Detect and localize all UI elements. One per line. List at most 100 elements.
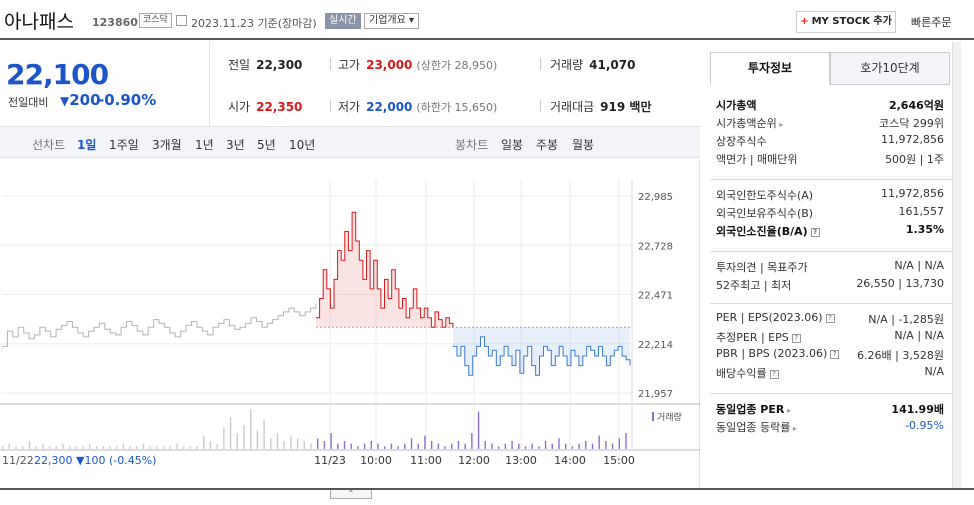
tab-1d[interactable]: 1일 <box>77 138 97 152</box>
volume-bar <box>95 446 98 449</box>
volume-bar <box>618 438 620 449</box>
chevron-right-icon: ▸ <box>776 120 784 129</box>
volume-bar <box>484 441 486 449</box>
volume-bar <box>444 446 446 449</box>
volume-bar <box>263 419 265 449</box>
volume-bar <box>598 435 600 449</box>
volume-bar <box>182 446 185 449</box>
volume-bar <box>524 446 527 449</box>
help-icon[interactable]: ? <box>769 369 779 379</box>
volume-bar <box>310 443 312 449</box>
help-icon[interactable]: ? <box>810 227 820 237</box>
volume-bar <box>343 441 346 449</box>
stat-high: 고가 23,000 (상한가 28,950) <box>338 56 497 73</box>
info-value: 161,557 <box>898 205 945 218</box>
stat-amount-value: 919 백만 <box>600 100 652 114</box>
stock-name: 아나패스 <box>4 11 74 33</box>
intraday-chart[interactable]: 22,985 22,728 22,471 22,214 21,957 거래량 11/23 10… <box>0 159 700 489</box>
volume-bar <box>156 446 158 449</box>
volume-bar <box>270 438 272 449</box>
stat-open: 시가 22,350 <box>228 98 302 115</box>
info-key: 동일업종 등락률 ▸ <box>716 421 797 434</box>
prev-day-close: 22,300 ▼100 (-0.45%) <box>34 454 156 467</box>
volume-bar <box>504 443 507 449</box>
side-tabs: 투자정보 호가10단계 <box>710 52 956 85</box>
stat-volume-label: 거래량 <box>550 58 584 72</box>
volume-bar <box>216 443 218 449</box>
volume-bar <box>571 446 574 449</box>
info-row: 투자의견 | 목표주가 N/A | N/A <box>716 259 944 277</box>
volume-bar <box>69 446 71 449</box>
volume-bar <box>296 438 299 449</box>
chevron-down-icon: ▾ <box>409 15 415 26</box>
corp-overview-dropdown[interactable]: 기업개요 ▾ <box>364 13 420 29</box>
side-scrollbar[interactable] <box>952 42 961 488</box>
volume-bar <box>491 443 493 449</box>
help-icon[interactable]: ? <box>825 313 835 323</box>
volume-bar <box>377 443 379 449</box>
volume-bar <box>303 441 305 449</box>
quick-order-link[interactable]: 빠른주문 <box>911 16 952 29</box>
info-value: N/A <box>924 365 944 378</box>
tab-1w[interactable]: 1주일 <box>109 138 139 152</box>
realtime-button[interactable]: 실시간 <box>325 13 361 29</box>
stat-open-label: 시가 <box>228 100 251 114</box>
down-line-area <box>453 327 630 376</box>
down-line <box>453 336 631 376</box>
info-value: 6.26배 | 3,528원 <box>857 349 944 362</box>
volume-bar <box>283 441 285 449</box>
calendar-icon <box>176 15 187 26</box>
volume-bar <box>122 443 125 449</box>
expand-chart-button[interactable]: ⌃ <box>330 490 372 499</box>
price-stats: 전일 22,300 고가 23,000 (상한가 28,950) 거래량 41,070 … <box>210 42 700 126</box>
x-tick-label: 13:00 <box>505 454 537 467</box>
investment-info-panel: 투자정보 호가10단계 시가총액 2,646억원 시가총액순위 ▸ 코스닥 299위 상… <box>702 42 960 488</box>
volume-bar <box>189 446 192 449</box>
info-value: 500원 | 1주 <box>885 153 944 166</box>
tab-3y[interactable]: 3년 <box>226 138 245 152</box>
volume-bar <box>551 443 553 449</box>
info-value: 11,972,856 <box>881 187 944 200</box>
stat-high-label: 고가 <box>338 58 361 72</box>
volume-bar <box>518 443 520 449</box>
tab-1y[interactable]: 1년 <box>195 138 214 152</box>
volume-bar <box>497 446 500 449</box>
volume-bar <box>511 441 513 449</box>
stat-prev: 전일 22,300 <box>228 56 302 73</box>
volume-bar <box>404 443 406 449</box>
volume-bar <box>75 446 78 449</box>
info-key: 외국인소진율(B/A)? <box>716 223 820 239</box>
tab-invest-info[interactable]: 투자정보 <box>710 52 830 85</box>
info-row: PBR | BPS (2023.06)? 6.26배 | 3,528원 <box>716 347 944 365</box>
mystock-add-button[interactable]: + MY STOCK 추가 <box>796 11 896 33</box>
tab-monthly[interactable]: 월봉 <box>572 138 595 152</box>
chart-svg: 22,985 22,728 22,471 22,214 21,957 거래량 11/23 10… <box>0 159 700 467</box>
tab-weekly[interactable]: 주봉 <box>536 138 559 152</box>
help-icon[interactable]: ? <box>791 333 801 343</box>
info-key: 시가총액 <box>716 99 757 112</box>
info-key: 추정PER | EPS? <box>716 329 801 345</box>
volume-bar <box>417 443 419 449</box>
info-value: 코스닥 299위 <box>879 117 944 130</box>
info-row: 시가총액순위 ▸ 코스닥 299위 <box>716 115 944 133</box>
volume-bar <box>35 446 37 449</box>
info-row: 외국인보유주식수(B) 161,557 <box>716 205 944 223</box>
tab-5y[interactable]: 5년 <box>257 138 276 152</box>
tab-daily[interactable]: 일봉 <box>501 138 524 152</box>
tab-orderbook[interactable]: 호가10단계 <box>830 52 950 85</box>
volume-bar <box>15 446 17 449</box>
volume-bar <box>585 441 587 449</box>
help-icon[interactable]: ? <box>830 349 840 359</box>
info-row: PER | EPS(2023.06)? N/A | -1,285원 <box>716 311 944 329</box>
volume-bar <box>236 433 238 449</box>
stat-prev-value: 22,300 <box>256 58 303 72</box>
tab-3m[interactable]: 3개월 <box>152 138 182 152</box>
tab-10y[interactable]: 10년 <box>289 138 316 152</box>
volume-bar <box>317 438 319 449</box>
volume-bar <box>337 443 339 449</box>
up-line-area <box>316 212 453 328</box>
info-value: N/A | N/A <box>894 329 944 342</box>
volume-bar <box>129 446 131 449</box>
info-key: 배당수익률? <box>716 365 779 381</box>
volume-bar <box>578 443 580 449</box>
